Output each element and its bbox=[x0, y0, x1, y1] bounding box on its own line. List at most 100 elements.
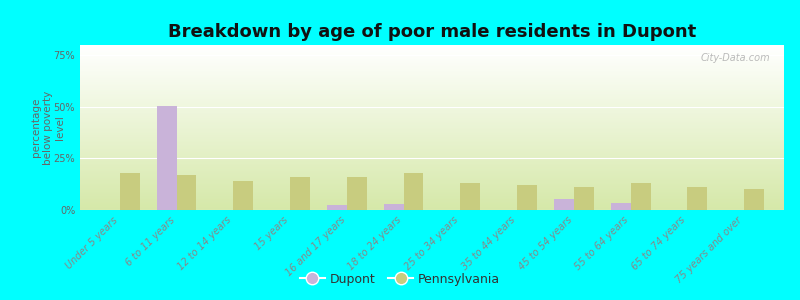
Bar bbox=[80, 156, 784, 157]
Bar bbox=[80, 182, 784, 183]
Bar bbox=[80, 149, 784, 150]
Bar bbox=[80, 75, 784, 76]
Bar bbox=[80, 144, 784, 145]
Bar bbox=[157, 106, 177, 210]
Bar bbox=[80, 93, 784, 94]
Bar bbox=[80, 192, 784, 193]
Bar bbox=[80, 139, 784, 140]
Bar bbox=[80, 167, 784, 168]
Bar bbox=[80, 208, 784, 209]
Bar bbox=[80, 115, 784, 116]
Bar bbox=[80, 155, 784, 156]
Bar bbox=[80, 98, 784, 99]
Bar bbox=[80, 107, 784, 108]
Bar bbox=[80, 160, 784, 161]
Bar bbox=[80, 131, 784, 132]
Bar bbox=[80, 113, 784, 114]
Bar bbox=[80, 109, 784, 110]
Bar bbox=[80, 85, 784, 86]
Bar bbox=[80, 65, 784, 66]
Bar bbox=[80, 79, 784, 80]
Bar bbox=[80, 181, 784, 182]
Bar bbox=[80, 56, 784, 57]
Bar bbox=[80, 170, 784, 171]
Bar bbox=[80, 70, 784, 71]
Bar bbox=[80, 148, 784, 149]
Text: City-Data.com: City-Data.com bbox=[700, 53, 770, 63]
Bar bbox=[80, 161, 784, 162]
Bar bbox=[80, 58, 784, 59]
Legend: Dupont, Pennsylvania: Dupont, Pennsylvania bbox=[295, 268, 505, 291]
Bar bbox=[80, 53, 784, 54]
Bar bbox=[460, 183, 480, 210]
Bar bbox=[517, 185, 537, 210]
Bar bbox=[80, 203, 784, 204]
Bar bbox=[80, 102, 784, 103]
Bar bbox=[80, 145, 784, 146]
Bar bbox=[347, 177, 366, 210]
Bar bbox=[80, 51, 784, 52]
Bar bbox=[80, 52, 784, 53]
Bar bbox=[80, 129, 784, 130]
Bar bbox=[80, 118, 784, 119]
Bar bbox=[80, 100, 784, 101]
Bar bbox=[80, 183, 784, 184]
Bar bbox=[80, 106, 784, 107]
Bar bbox=[80, 77, 784, 78]
Bar bbox=[80, 162, 784, 163]
Bar bbox=[80, 137, 784, 138]
Bar bbox=[80, 80, 784, 81]
Bar bbox=[80, 49, 784, 50]
Bar bbox=[80, 89, 784, 90]
Bar bbox=[80, 94, 784, 95]
Bar bbox=[80, 76, 784, 77]
Bar bbox=[80, 177, 784, 178]
Bar bbox=[80, 197, 784, 198]
Bar bbox=[80, 105, 784, 106]
Bar bbox=[80, 92, 784, 93]
Bar bbox=[80, 187, 784, 188]
Bar bbox=[80, 150, 784, 151]
Bar bbox=[80, 164, 784, 165]
Bar bbox=[80, 168, 784, 169]
Bar bbox=[80, 151, 784, 152]
Bar bbox=[80, 83, 784, 84]
Bar bbox=[80, 135, 784, 136]
Bar bbox=[80, 141, 784, 142]
Bar bbox=[80, 97, 784, 98]
Bar bbox=[80, 103, 784, 104]
Bar bbox=[80, 159, 784, 160]
Bar bbox=[80, 121, 784, 122]
Bar bbox=[80, 130, 784, 131]
Bar bbox=[80, 118, 784, 119]
Bar bbox=[80, 132, 784, 133]
Bar bbox=[80, 147, 784, 148]
Bar bbox=[80, 195, 784, 196]
Bar bbox=[80, 99, 784, 100]
Bar bbox=[80, 153, 784, 154]
Bar bbox=[80, 152, 784, 153]
Bar bbox=[80, 71, 784, 72]
Bar bbox=[611, 203, 630, 210]
Bar bbox=[80, 180, 784, 181]
Bar bbox=[80, 206, 784, 207]
Bar bbox=[80, 136, 784, 137]
Bar bbox=[80, 143, 784, 144]
Bar bbox=[80, 104, 784, 105]
Bar bbox=[80, 178, 784, 179]
Bar bbox=[80, 78, 784, 79]
Bar bbox=[80, 82, 784, 83]
Bar bbox=[80, 205, 784, 206]
Bar bbox=[80, 201, 784, 202]
Bar bbox=[80, 69, 784, 70]
Bar bbox=[80, 84, 784, 85]
Bar bbox=[80, 112, 784, 113]
Bar bbox=[80, 55, 784, 56]
Bar bbox=[80, 172, 784, 173]
Bar bbox=[80, 166, 784, 167]
Y-axis label: percentage
below poverty
level: percentage below poverty level bbox=[31, 90, 65, 165]
Bar bbox=[80, 117, 784, 118]
Bar bbox=[177, 175, 196, 210]
Bar bbox=[80, 62, 784, 63]
Bar bbox=[80, 191, 784, 192]
